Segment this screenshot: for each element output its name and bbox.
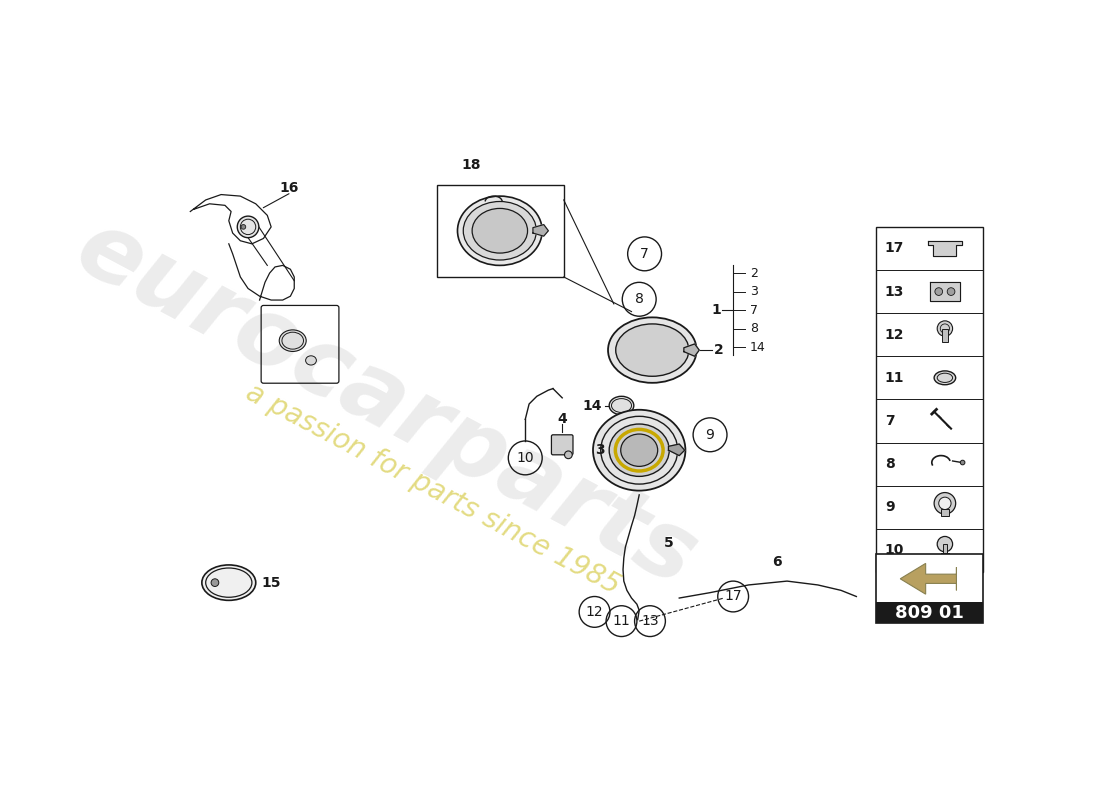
Polygon shape [669,444,684,455]
Circle shape [564,451,572,458]
Ellipse shape [609,424,669,476]
Text: 15: 15 [262,576,280,590]
Text: 4: 4 [558,413,568,426]
Polygon shape [900,563,957,594]
Text: 9: 9 [705,428,715,442]
Text: 1: 1 [711,303,720,317]
Ellipse shape [458,196,542,266]
Circle shape [937,321,953,336]
Ellipse shape [593,410,685,490]
Ellipse shape [202,565,255,600]
Bar [942,509,949,517]
Polygon shape [534,225,548,236]
Bar [943,544,947,561]
Ellipse shape [472,209,528,253]
Ellipse shape [616,324,689,376]
Circle shape [935,288,943,295]
Text: 13: 13 [641,614,659,628]
Polygon shape [684,344,700,356]
Text: 3: 3 [595,443,605,457]
Ellipse shape [934,371,956,385]
Circle shape [238,216,258,238]
Text: a passion for parts since 1985: a passion for parts since 1985 [241,378,625,599]
Text: 8: 8 [635,292,643,306]
Text: 14: 14 [583,399,603,414]
Bar [876,227,983,572]
Text: 9: 9 [884,500,894,514]
Circle shape [938,497,952,510]
Text: 12: 12 [884,328,904,342]
Text: 7: 7 [884,414,894,428]
Circle shape [947,288,955,295]
Ellipse shape [608,318,696,383]
Text: 8: 8 [884,457,894,471]
Text: 6: 6 [772,555,781,569]
Text: 5: 5 [664,536,673,550]
Text: 10: 10 [516,451,535,465]
Text: 11: 11 [613,614,630,628]
Text: 12: 12 [585,605,604,619]
Text: 7: 7 [750,303,758,317]
Text: 17: 17 [724,590,743,603]
Ellipse shape [609,396,634,414]
Polygon shape [930,282,960,301]
Bar [942,329,948,342]
Text: 11: 11 [884,371,904,385]
Text: 809 01: 809 01 [895,604,964,622]
FancyBboxPatch shape [551,435,573,455]
Text: 2: 2 [714,343,724,357]
Text: 17: 17 [884,242,904,255]
Circle shape [211,578,219,586]
Text: eurocarparts: eurocarparts [60,202,713,606]
Ellipse shape [463,202,537,260]
Ellipse shape [279,330,306,351]
Circle shape [960,460,965,465]
Text: 13: 13 [884,285,904,298]
Text: 14: 14 [750,341,766,354]
Text: 16: 16 [279,182,298,195]
Text: 2: 2 [750,266,758,280]
Text: 10: 10 [884,543,904,558]
Ellipse shape [306,356,317,365]
Text: 18: 18 [462,158,481,172]
Circle shape [937,537,953,552]
Text: 8: 8 [750,322,758,335]
Bar [876,602,983,623]
Text: 7: 7 [640,247,649,261]
Text: 3: 3 [750,285,758,298]
Circle shape [241,225,245,230]
Bar [876,554,983,623]
Bar [437,185,563,277]
Polygon shape [928,241,961,256]
Ellipse shape [620,434,658,466]
Circle shape [934,493,956,514]
